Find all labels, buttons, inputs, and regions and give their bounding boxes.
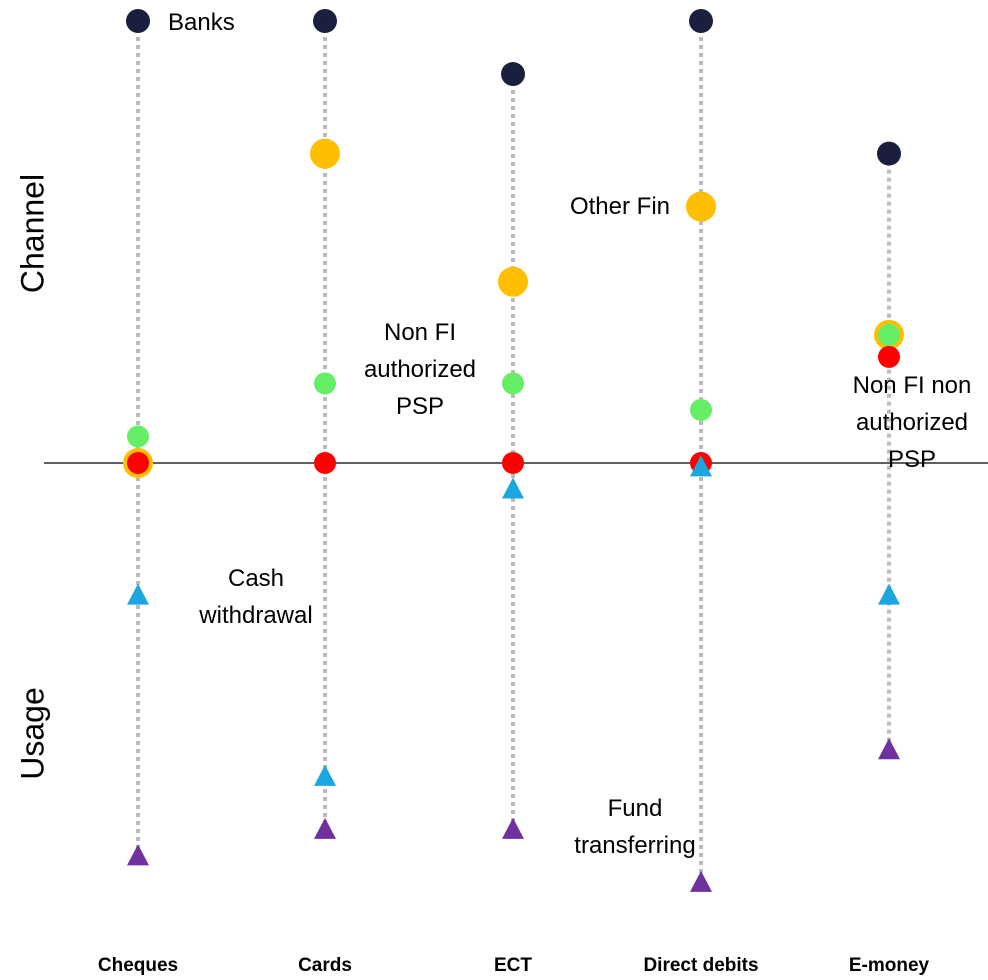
dot bbox=[878, 323, 900, 346]
category-label: Cheques bbox=[97, 955, 179, 976]
triangle bbox=[690, 455, 712, 477]
dot bbox=[502, 372, 524, 395]
series-label: Non FI non authorized PSP bbox=[852, 372, 972, 473]
dot bbox=[127, 452, 149, 474]
series-label: Other Fin bbox=[569, 193, 670, 220]
series-label: Fund transferring bbox=[574, 795, 696, 859]
category-label: ECT bbox=[494, 955, 532, 976]
series-label: Non FI authorized PSP bbox=[363, 319, 477, 420]
triangle bbox=[314, 764, 336, 786]
dot bbox=[498, 266, 528, 297]
series-label: Cash withdrawal bbox=[199, 565, 313, 629]
dot bbox=[314, 372, 336, 395]
dot bbox=[314, 452, 336, 474]
dot bbox=[313, 9, 337, 33]
triangle bbox=[127, 583, 149, 605]
series-label: Banks bbox=[168, 9, 235, 36]
dot bbox=[126, 9, 150, 33]
triangle bbox=[690, 870, 712, 892]
dot bbox=[690, 398, 712, 421]
axis-title: Channel bbox=[14, 173, 51, 294]
triangle bbox=[127, 844, 149, 866]
dot bbox=[310, 138, 340, 169]
triangle bbox=[314, 817, 336, 839]
triangle bbox=[502, 477, 524, 499]
dot bbox=[878, 345, 900, 368]
dot bbox=[127, 425, 149, 448]
triangle bbox=[502, 817, 524, 839]
triangle bbox=[878, 738, 900, 760]
triangle bbox=[878, 583, 900, 605]
dot bbox=[689, 9, 713, 33]
dot bbox=[877, 141, 901, 166]
dot bbox=[502, 452, 524, 474]
category-label: Direct debits bbox=[643, 955, 759, 976]
category-label: Cards bbox=[298, 955, 352, 976]
category-label: E-money bbox=[848, 955, 930, 976]
dot bbox=[501, 62, 525, 87]
dot bbox=[686, 191, 716, 222]
axis-title: Usage bbox=[14, 687, 51, 780]
